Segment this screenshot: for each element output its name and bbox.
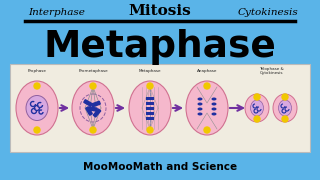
Circle shape (204, 83, 210, 89)
Ellipse shape (129, 81, 171, 135)
Text: Interphase: Interphase (28, 8, 85, 17)
Ellipse shape (186, 81, 228, 135)
Text: Metaphase: Metaphase (44, 29, 276, 65)
Circle shape (147, 127, 153, 133)
Ellipse shape (251, 100, 263, 116)
Bar (10, 64, 310, 152)
Ellipse shape (16, 81, 58, 135)
Bar (146, 107, 154, 109)
Bar (146, 96, 154, 100)
Circle shape (90, 127, 96, 133)
Text: Telophase &
Cytokinesis: Telophase & Cytokinesis (259, 67, 284, 75)
Ellipse shape (212, 102, 217, 105)
Ellipse shape (212, 107, 217, 111)
Ellipse shape (278, 100, 292, 116)
Ellipse shape (245, 94, 269, 122)
Circle shape (282, 116, 288, 122)
Text: MooMooMath and Science: MooMooMath and Science (83, 162, 237, 172)
Text: Metaphase: Metaphase (139, 69, 161, 73)
Polygon shape (92, 101, 100, 107)
Circle shape (34, 83, 40, 89)
Polygon shape (84, 100, 92, 106)
Text: Prometaphase: Prometaphase (78, 69, 108, 73)
Ellipse shape (26, 96, 48, 120)
Text: Mitosis: Mitosis (129, 4, 191, 18)
Polygon shape (89, 107, 97, 111)
Bar (146, 111, 154, 114)
Text: Cytokinesis: Cytokinesis (238, 8, 298, 17)
Bar (146, 102, 154, 105)
Ellipse shape (212, 98, 217, 100)
Ellipse shape (197, 107, 203, 111)
Circle shape (34, 127, 40, 133)
Circle shape (254, 94, 260, 100)
Ellipse shape (72, 81, 114, 135)
Text: Anaphase: Anaphase (197, 69, 217, 73)
Ellipse shape (197, 112, 203, 116)
Ellipse shape (273, 94, 297, 122)
Circle shape (254, 116, 260, 122)
Ellipse shape (197, 98, 203, 100)
Bar (146, 116, 154, 120)
Circle shape (204, 127, 210, 133)
Ellipse shape (212, 112, 217, 116)
Circle shape (147, 83, 153, 89)
Circle shape (90, 83, 96, 89)
Ellipse shape (197, 102, 203, 105)
Polygon shape (86, 107, 92, 115)
Text: Prophase: Prophase (28, 69, 46, 73)
Circle shape (282, 94, 288, 100)
Polygon shape (93, 109, 101, 117)
